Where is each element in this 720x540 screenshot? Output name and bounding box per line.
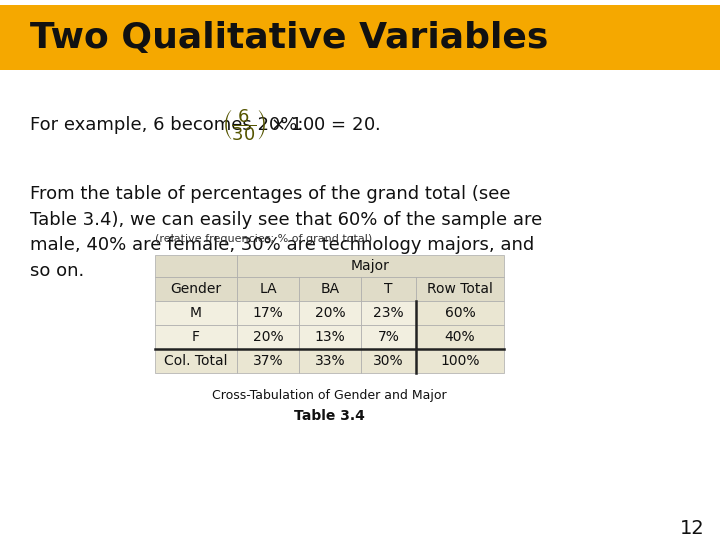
FancyBboxPatch shape	[237, 277, 299, 301]
FancyBboxPatch shape	[299, 301, 361, 325]
FancyBboxPatch shape	[237, 301, 299, 325]
Text: 40%: 40%	[445, 330, 475, 344]
FancyBboxPatch shape	[299, 349, 361, 373]
Text: 23%: 23%	[373, 306, 404, 320]
Text: For example, 6 becomes 20%:: For example, 6 becomes 20%:	[30, 116, 310, 134]
FancyBboxPatch shape	[0, 5, 720, 70]
FancyBboxPatch shape	[416, 277, 504, 301]
FancyBboxPatch shape	[155, 349, 237, 373]
FancyBboxPatch shape	[416, 325, 504, 349]
Text: LA: LA	[259, 282, 276, 296]
FancyBboxPatch shape	[299, 277, 361, 301]
FancyBboxPatch shape	[237, 325, 299, 349]
Text: F: F	[192, 330, 200, 344]
FancyBboxPatch shape	[237, 349, 299, 373]
Text: Gender: Gender	[171, 282, 222, 296]
Text: Table 3.4: Table 3.4	[294, 409, 365, 423]
FancyBboxPatch shape	[361, 349, 416, 373]
Text: M: M	[190, 306, 202, 320]
Text: 37%: 37%	[253, 354, 283, 368]
Text: 33%: 33%	[315, 354, 346, 368]
Text: Two Qualitative Variables: Two Qualitative Variables	[30, 21, 549, 55]
FancyBboxPatch shape	[361, 277, 416, 301]
FancyBboxPatch shape	[361, 301, 416, 325]
Text: 17%: 17%	[253, 306, 284, 320]
FancyBboxPatch shape	[155, 255, 237, 277]
Text: T: T	[384, 282, 392, 296]
Text: Col. Total: Col. Total	[164, 354, 228, 368]
Text: Major: Major	[351, 259, 390, 273]
Text: 30%: 30%	[373, 354, 404, 368]
Text: 60%: 60%	[445, 306, 475, 320]
Text: 13%: 13%	[315, 330, 346, 344]
Text: $\left(\dfrac{6}{30}\right)$: $\left(\dfrac{6}{30}\right)$	[222, 107, 266, 143]
Text: (relative frequencies; % of grand total): (relative frequencies; % of grand total)	[155, 234, 372, 244]
Text: BA: BA	[320, 282, 340, 296]
Text: Cross-Tabulation of Gender and Major: Cross-Tabulation of Gender and Major	[212, 389, 447, 402]
Text: 20%: 20%	[253, 330, 283, 344]
Text: 12: 12	[680, 518, 705, 537]
FancyBboxPatch shape	[155, 301, 237, 325]
FancyBboxPatch shape	[155, 325, 237, 349]
Text: $\times$ 100 = 20.: $\times$ 100 = 20.	[270, 116, 380, 134]
FancyBboxPatch shape	[361, 325, 416, 349]
FancyBboxPatch shape	[416, 301, 504, 325]
FancyBboxPatch shape	[299, 325, 361, 349]
FancyBboxPatch shape	[155, 277, 237, 301]
FancyBboxPatch shape	[416, 349, 504, 373]
Text: 7%: 7%	[377, 330, 400, 344]
Text: From the table of percentages of the grand total (see
Table 3.4), we can easily : From the table of percentages of the gra…	[30, 185, 542, 280]
Text: 20%: 20%	[315, 306, 346, 320]
Text: Row Total: Row Total	[427, 282, 493, 296]
FancyBboxPatch shape	[237, 255, 504, 277]
Text: 100%: 100%	[440, 354, 480, 368]
